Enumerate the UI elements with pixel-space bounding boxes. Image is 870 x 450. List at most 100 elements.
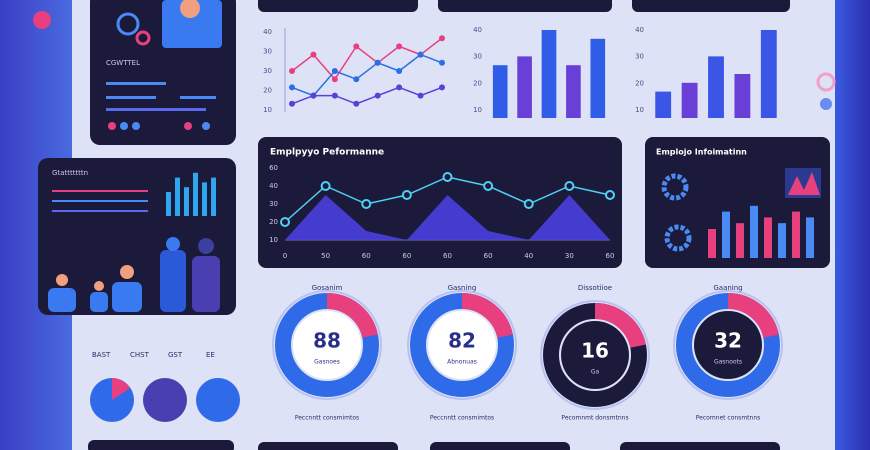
gauge-accent [543,303,647,407]
bar [708,56,724,118]
legend-item: CHST [130,351,150,359]
gauge-accent [676,293,780,397]
gauge-value: 82 [448,329,476,353]
bar [734,74,751,118]
gauge-note: Peccnntt consmimtos [295,415,359,422]
gauge-note: Pecomnmt donsmtnns [561,415,628,422]
gauge-center [694,311,762,379]
bar [541,30,557,118]
gauge-accent [275,293,379,397]
card [258,442,398,450]
point [396,84,403,91]
legend-item: BAST [92,351,111,359]
point [361,199,372,209]
point [374,92,381,99]
point [310,92,317,99]
bar [792,211,800,258]
gauge-note: Peccnntt consmimtos [430,415,494,422]
x-tick-label: 40 [524,252,533,260]
gauge-accent [410,293,514,397]
point [396,43,403,50]
right-strip [835,0,870,450]
point [320,181,331,191]
point [331,76,338,83]
gear-icon [664,224,692,252]
card-title: CGWTTEL [106,59,140,67]
dot [820,98,832,110]
dot [184,122,192,130]
x-tick-label: 0 [283,252,287,260]
bar-line [106,82,166,85]
y-tick-label: 20 [635,79,644,87]
y-tick-label: 20 [263,87,272,95]
x-tick-label: 60 [362,252,371,260]
chart-icon [788,172,820,195]
point [439,84,445,91]
area-series [285,195,610,240]
bar [750,205,758,258]
bar-line [106,96,156,99]
bar [778,223,786,258]
card [258,0,418,12]
gauge-label: Ga [591,369,600,376]
x-tick-label: 50 [321,252,330,260]
avatar [162,0,222,48]
bar [566,65,581,118]
bar-line [180,96,216,99]
card [620,442,780,450]
gauge-value: 32 [714,329,742,353]
y-tick-label: 20 [269,218,278,226]
gear-icon [661,173,689,201]
bar [184,187,189,216]
point [280,217,290,227]
dot [816,72,836,92]
bar-line [52,190,148,192]
y-tick-label: 30 [473,53,482,61]
gauge-center [293,311,361,379]
dot [108,122,116,130]
bar [175,177,180,216]
bar [202,182,207,216]
y-tick-label: 30 [269,200,278,208]
dot [132,122,140,130]
dot [33,11,51,29]
gauge-label: Gasnoes [314,359,340,366]
people [48,237,220,312]
point [417,92,424,99]
point [442,172,453,182]
bar-line [52,210,148,212]
point [331,92,338,99]
point [564,181,575,191]
bar [806,217,814,258]
gauge-ring [407,290,517,400]
gauge-center [561,321,629,389]
y-tick-label: 10 [635,106,644,114]
bar [764,217,772,258]
line-series [291,86,443,105]
point [289,68,295,74]
bar [193,172,198,216]
panel-title: Emplpyyo Peformanne [270,148,384,158]
point [396,68,403,74]
bar [166,192,171,216]
gauge-ring [540,300,650,410]
legend-item: EE [206,351,215,359]
card-title: Gtatttttttn [52,169,88,177]
bar [708,229,716,258]
mini-gauge [112,378,130,400]
y-tick-label: 40 [263,28,272,36]
point [331,68,338,74]
y-tick-label: 10 [269,236,278,244]
bar [736,223,744,258]
line-series [291,37,443,81]
y-tick-label: 10 [473,106,482,114]
bar [590,38,606,118]
x-tick-label: 60 [606,252,615,260]
x-tick-label: 60 [402,252,411,260]
gauge-title: Gaaning [713,284,742,292]
mini-gauge [196,378,240,422]
gauge-center [428,311,496,379]
card [88,440,234,450]
gauge-label: Abnonuas [447,359,477,366]
